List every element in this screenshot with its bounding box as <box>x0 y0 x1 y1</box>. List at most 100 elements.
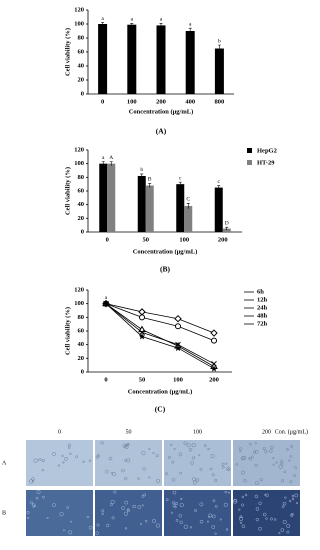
point <box>174 314 182 323</box>
legend-label: 72h <box>257 320 268 327</box>
y-tick-label: 60 <box>78 48 85 55</box>
y-tick-label: 20 <box>78 215 85 222</box>
cell <box>75 455 79 459</box>
bar <box>156 25 166 94</box>
cell <box>165 498 169 501</box>
point <box>210 329 218 337</box>
cell <box>36 490 41 495</box>
y-tick-label: 60 <box>78 187 85 194</box>
y-tick-label: 40 <box>78 62 85 69</box>
cell <box>38 457 42 462</box>
error-bar <box>217 44 221 52</box>
error-bar <box>178 181 182 187</box>
cell <box>96 523 100 527</box>
significance-label: a <box>131 17 134 23</box>
cell <box>180 497 183 501</box>
bar <box>222 228 231 232</box>
cell <box>148 448 151 451</box>
cell <box>31 479 35 483</box>
cell <box>288 459 291 462</box>
cell <box>188 447 193 452</box>
cell <box>258 526 262 531</box>
cell <box>143 493 147 497</box>
legend-swatch <box>247 148 252 153</box>
point <box>175 323 181 330</box>
column-label: 50 <box>126 429 132 435</box>
cell <box>82 460 85 464</box>
legend-swatch <box>247 160 252 165</box>
point <box>139 329 145 336</box>
significance-label: a <box>101 16 104 22</box>
cell <box>27 516 30 520</box>
cell <box>67 446 71 449</box>
cell <box>171 478 176 482</box>
micrograph <box>233 490 300 536</box>
marker <box>211 337 217 344</box>
cell <box>165 472 169 476</box>
bar <box>214 187 223 232</box>
cell <box>225 462 228 465</box>
cell <box>213 478 218 483</box>
cell <box>124 459 127 462</box>
cell <box>124 500 129 505</box>
marker <box>175 323 181 330</box>
error-bar <box>217 185 221 190</box>
y-tick-label: 80 <box>78 314 85 321</box>
cell <box>35 496 39 500</box>
cell <box>191 443 196 448</box>
point <box>175 345 181 352</box>
cell <box>155 454 159 458</box>
significance-label: c <box>179 175 182 181</box>
cell <box>240 456 245 461</box>
cell <box>270 517 273 521</box>
bar <box>99 163 108 232</box>
x-tick-label: 50 <box>139 376 146 383</box>
cell <box>172 490 177 495</box>
cell <box>192 477 196 481</box>
marker <box>175 345 181 352</box>
cell <box>282 519 287 524</box>
legend-label: HT-29 <box>257 159 275 166</box>
cell <box>259 477 263 482</box>
y-tick-label: 0 <box>81 90 84 97</box>
cell <box>208 513 213 518</box>
point <box>211 365 217 372</box>
cell <box>62 461 65 464</box>
cell <box>224 490 228 494</box>
cell <box>111 516 115 520</box>
cell <box>112 472 117 477</box>
cell <box>252 450 257 454</box>
cell <box>144 519 148 523</box>
cell <box>132 504 136 509</box>
cell <box>280 462 284 466</box>
x-tick-label: 200 <box>209 376 219 383</box>
significance-label: C <box>186 197 190 203</box>
cell <box>227 468 230 471</box>
cell <box>208 515 211 518</box>
marker <box>138 308 146 316</box>
cell <box>69 452 72 455</box>
cell <box>289 455 293 458</box>
cell <box>282 501 287 506</box>
bar <box>98 24 108 94</box>
cell <box>192 456 196 460</box>
error-bar <box>148 183 152 188</box>
marker <box>103 300 109 307</box>
cell <box>241 495 244 499</box>
cell <box>178 452 183 457</box>
cell <box>280 528 285 532</box>
y-tick-label: 100 <box>74 160 84 167</box>
y-axis-label: Cell viability (%) <box>64 167 71 215</box>
cell <box>183 441 187 445</box>
cell <box>126 442 130 446</box>
cell <box>52 503 56 508</box>
cell <box>179 471 182 475</box>
point <box>175 341 181 348</box>
figure: 0 20 40 60 80 100 120 Cell viability (%) Concent… <box>2 6 308 536</box>
marker <box>174 314 182 323</box>
cell <box>124 527 128 530</box>
cell <box>32 505 35 508</box>
micrograph <box>233 440 300 486</box>
cell <box>190 461 194 465</box>
legend-label: 24h <box>257 304 268 311</box>
